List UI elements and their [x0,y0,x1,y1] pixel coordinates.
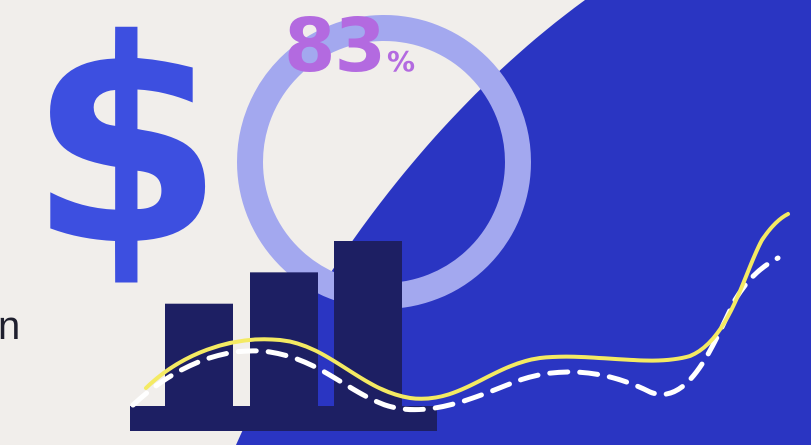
yellow-trend-line [144,212,790,401]
progress-value: 83% [284,6,444,86]
progress-number: 83 [284,3,386,89]
bar-3 [334,241,402,406]
partial-text: n [0,304,21,348]
bar-accent-stripe [318,300,334,406]
bar-baseline [130,406,437,431]
progress-unit: % [386,45,416,78]
